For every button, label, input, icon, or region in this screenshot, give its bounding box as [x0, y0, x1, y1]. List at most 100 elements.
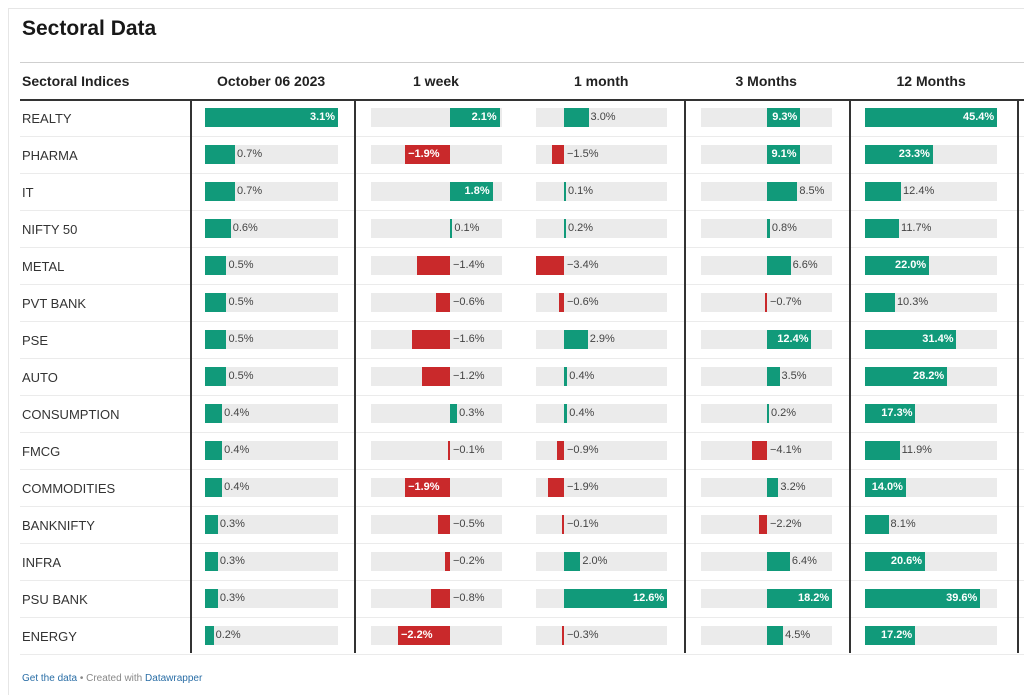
row-label: AUTO [22, 370, 58, 385]
bar-track [371, 552, 502, 571]
value-label: 0.1% [454, 222, 480, 234]
value-label: 1.8% [464, 185, 490, 197]
value-label: 0.2% [215, 629, 241, 641]
value-bar [865, 404, 916, 423]
value-bar [865, 478, 906, 497]
bar-track [701, 552, 832, 571]
value-bar [865, 515, 889, 534]
get-the-data-link[interactable]: Get the data [22, 673, 78, 684]
value-bar [205, 515, 218, 534]
value-label: −1.9% [567, 481, 599, 493]
value-bar [767, 589, 832, 608]
value-label: 2.9% [589, 333, 615, 345]
value-bar [562, 515, 564, 534]
bar-track [701, 478, 832, 497]
value-bar [564, 182, 566, 201]
row-label: NIFTY 50 [22, 222, 78, 237]
value-bar [405, 478, 450, 497]
value-label: 3.0% [590, 111, 616, 123]
value-bar [865, 367, 947, 386]
value-bar [767, 330, 812, 349]
value-label: 3.2% [780, 481, 806, 493]
row-divider [20, 580, 1024, 581]
value-bar [865, 219, 900, 238]
value-label: −2.2% [401, 629, 433, 641]
value-bar [205, 108, 338, 127]
value-label: 0.7% [237, 185, 263, 197]
value-label: 0.2% [568, 222, 594, 234]
column-header-1[interactable]: 1 week [413, 73, 459, 89]
bar-track [536, 404, 667, 423]
row-divider [20, 395, 1024, 396]
value-label: −2.2% [770, 518, 802, 530]
bar-track [865, 293, 997, 312]
column-header-3[interactable]: 3 Months [735, 73, 797, 89]
bar-track [205, 626, 338, 645]
value-label: 11.7% [901, 222, 932, 234]
row-divider [20, 543, 1024, 544]
value-label: −4.1% [770, 444, 802, 456]
value-bar [205, 145, 236, 164]
value-label: 8.5% [799, 185, 825, 197]
value-bar [865, 441, 900, 460]
value-bar [564, 330, 588, 349]
column-header-2[interactable]: 1 month [574, 73, 629, 89]
row-label: ENERGY [22, 629, 77, 644]
value-bar [398, 626, 450, 645]
column-header-0[interactable]: October 06 2023 [217, 73, 326, 89]
row-divider [20, 654, 1024, 655]
value-bar [767, 219, 770, 238]
bar-track [205, 293, 338, 312]
value-label: 3.1% [310, 111, 336, 123]
value-bar [564, 108, 589, 127]
value-bar [865, 330, 957, 349]
bar-track [536, 626, 667, 645]
row-label: BANKNIFTY [22, 518, 95, 533]
bar-track [536, 256, 667, 275]
bar-track [536, 293, 667, 312]
value-label: 0.2% [771, 407, 797, 419]
value-bar [536, 256, 564, 275]
value-bar [450, 108, 500, 127]
column-header-sectoral-indices[interactable]: Sectoral Indices [22, 73, 130, 89]
value-label: 0.7% [237, 148, 263, 160]
bar-track [205, 256, 338, 275]
value-bar [205, 367, 227, 386]
value-label: 0.6% [232, 222, 258, 234]
value-label: 0.3% [219, 518, 245, 530]
bar-track [701, 256, 832, 275]
value-bar [450, 404, 458, 423]
value-bar [445, 552, 450, 571]
value-bar [205, 478, 223, 497]
bar-track [205, 589, 338, 608]
value-bar [865, 256, 929, 275]
value-label: 23.3% [898, 148, 930, 160]
column-header-4[interactable]: 12 Months [896, 73, 966, 89]
value-bar [205, 441, 223, 460]
value-label: −1.5% [567, 148, 599, 160]
value-bar [767, 626, 784, 645]
value-label: 3.5% [781, 370, 807, 382]
value-label: 17.3% [881, 407, 913, 419]
value-bar [205, 256, 227, 275]
value-bar [865, 589, 981, 608]
value-label: −0.7% [770, 296, 802, 308]
chart-frame [8, 8, 1024, 695]
header-top-rule [20, 62, 1024, 63]
datawrapper-link[interactable]: Datawrapper [145, 673, 203, 684]
row-divider [20, 173, 1024, 174]
row-label: PSE [22, 333, 49, 348]
bar-track [371, 515, 502, 534]
value-label: 8.1% [890, 518, 916, 530]
column-divider [190, 100, 192, 653]
row-divider [20, 247, 1024, 248]
value-bar [564, 367, 568, 386]
row-label: IT [22, 185, 34, 200]
value-label: −0.1% [453, 444, 485, 456]
bar-track [205, 515, 338, 534]
value-bar [752, 441, 767, 460]
column-divider [354, 100, 356, 653]
column-divider [684, 100, 686, 653]
value-label: 0.4% [224, 407, 250, 419]
value-label: 0.1% [568, 185, 594, 197]
